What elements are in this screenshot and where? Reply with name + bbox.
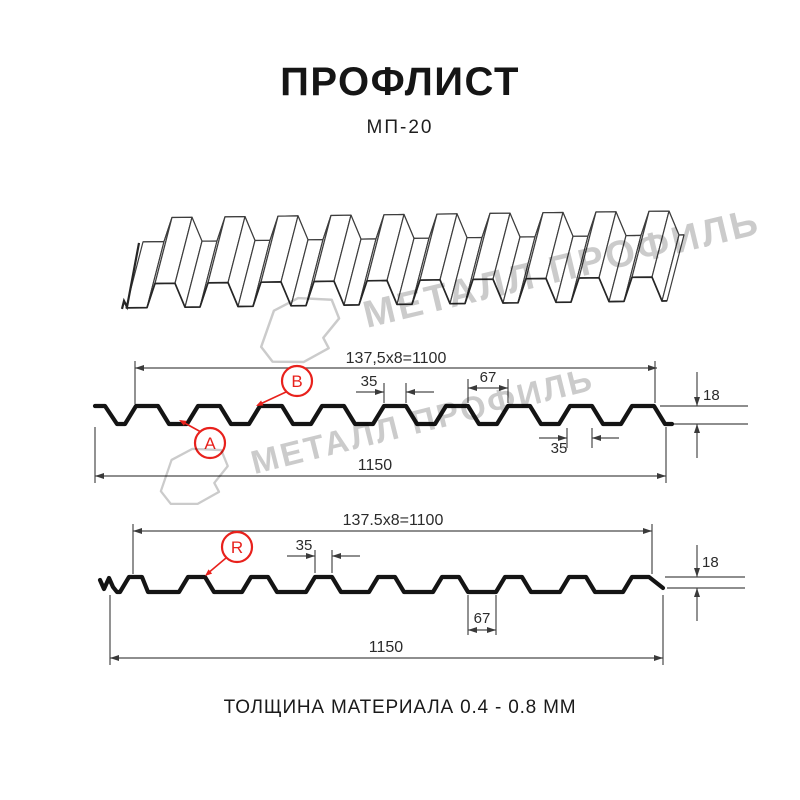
- cross-section-profile: [92, 403, 675, 427]
- sheet-front-edge: [125, 276, 668, 309]
- sheet-cut-edge: [120, 242, 141, 311]
- mark-b-letter: B: [291, 372, 302, 391]
- dim-height: 18: [703, 387, 720, 404]
- dim-module-width: 137,5x8=1100: [346, 350, 447, 367]
- dim-height: 18: [702, 554, 719, 571]
- dim-overall-width: 1150: [358, 457, 393, 474]
- material-thickness-note: ТОЛЩИНА МАТЕРИАЛА 0.4 - 0.8 ММ: [223, 697, 577, 718]
- dimension-arrowheads: [110, 528, 700, 661]
- page-title: ПРОФЛИСТ: [280, 60, 520, 104]
- dimension-lines: [109, 524, 745, 665]
- mark-r: R: [205, 530, 254, 576]
- dim-crest-top: 35: [296, 537, 313, 554]
- dim-overall-width: 1150: [369, 639, 404, 656]
- mark-r-letter: R: [231, 538, 243, 557]
- diagram-front-profile: 137,5x8=1100 35 67 18 35 1150 A B: [92, 350, 748, 483]
- dim-crest-top: 35: [361, 373, 378, 390]
- diagram-reverse-profile: 137.5x8=1100 35 18 67 1150 R: [97, 512, 745, 665]
- dimension-arrowheads: [95, 365, 700, 479]
- page-subtitle: МП-20: [366, 117, 434, 138]
- sheet-3d-drawing: [120, 210, 685, 311]
- dim-module-width: 137.5x8=1100: [343, 512, 444, 529]
- dim-crest-spacing: 67: [480, 369, 497, 386]
- cross-section-profile: [97, 574, 666, 595]
- dim-valley-width: 67: [474, 610, 491, 627]
- mark-a-letter: A: [204, 434, 216, 453]
- mark-b: B: [256, 364, 314, 406]
- dim-crest-bottom: 35: [551, 440, 568, 457]
